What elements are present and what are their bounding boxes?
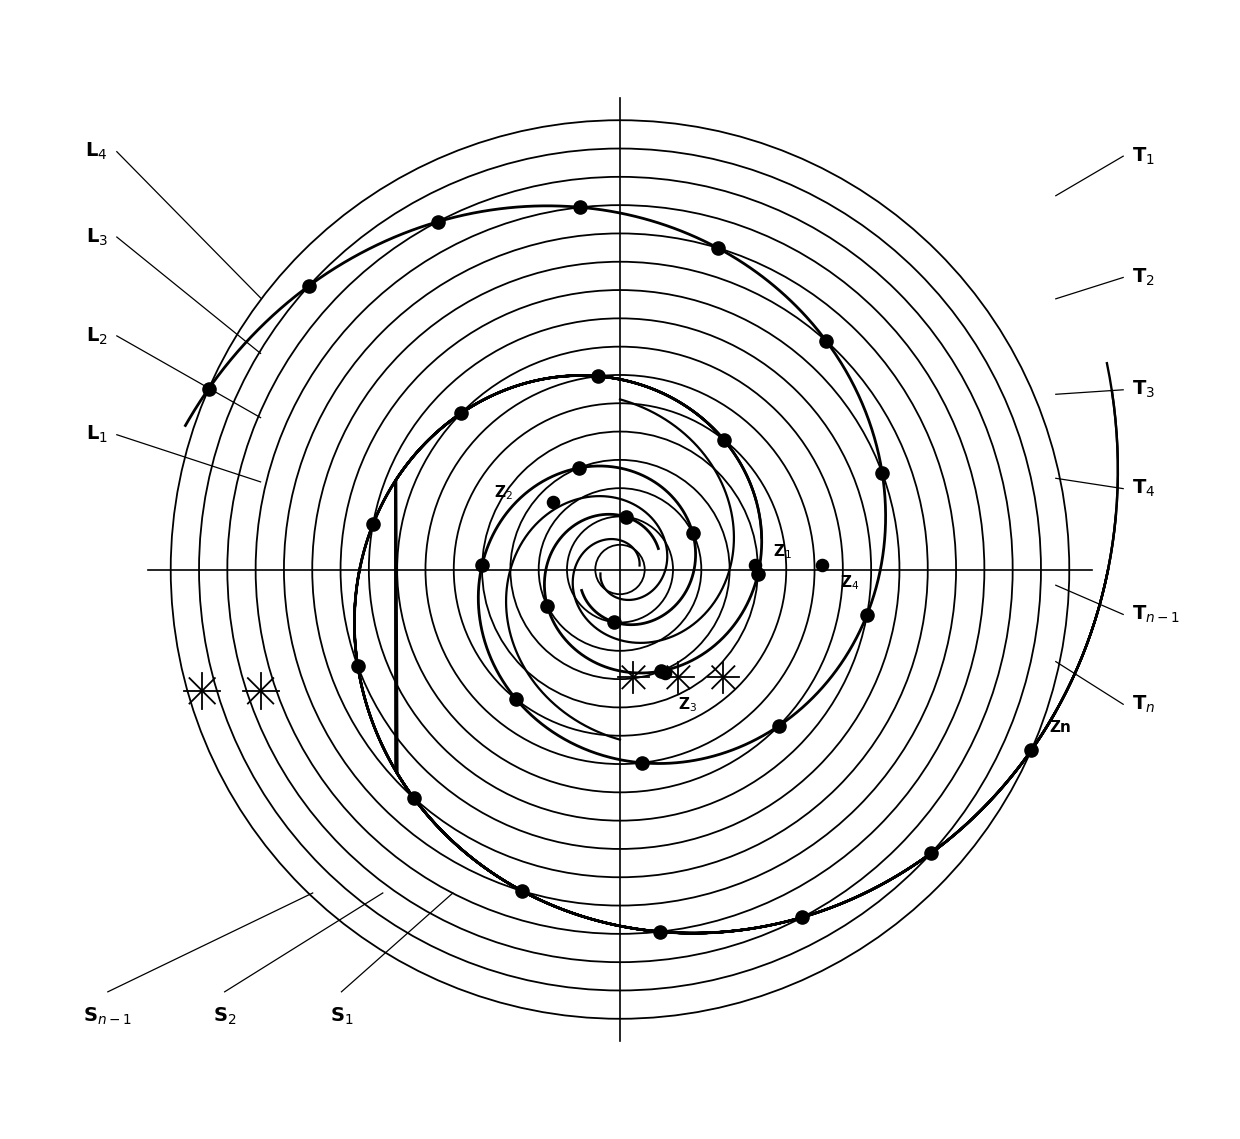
Point [569, 459, 589, 477]
Text: Z$_1$: Z$_1$ [773, 542, 791, 560]
Point [683, 524, 703, 542]
Text: T$_3$: T$_3$ [1132, 379, 1156, 401]
Text: L$_1$: L$_1$ [86, 424, 108, 445]
Point [745, 556, 765, 574]
Text: L$_2$: L$_2$ [86, 326, 108, 346]
Point [812, 556, 832, 574]
Text: T$_n$: T$_n$ [1132, 694, 1156, 715]
Point [655, 664, 675, 682]
Text: S$_2$: S$_2$ [213, 1006, 237, 1026]
Point [404, 788, 424, 806]
Text: T$_{n-1}$: T$_{n-1}$ [1132, 604, 1180, 625]
Text: S$_{n-1}$: S$_{n-1}$ [83, 1006, 133, 1026]
Text: Z$_4$: Z$_4$ [841, 574, 859, 592]
Point [506, 690, 526, 708]
Point [451, 404, 471, 423]
Text: Zn: Zn [1049, 720, 1071, 736]
Point [632, 754, 652, 772]
Text: L$_3$: L$_3$ [86, 227, 108, 247]
Point [299, 277, 319, 295]
Point [1022, 741, 1042, 760]
Text: Z$_2$: Z$_2$ [495, 484, 513, 502]
Point [615, 508, 635, 526]
Point [605, 613, 625, 631]
Point [348, 657, 368, 675]
Point [872, 464, 892, 482]
Point [512, 882, 532, 900]
Text: T$_4$: T$_4$ [1132, 478, 1156, 499]
Text: S$_1$: S$_1$ [330, 1006, 353, 1026]
Point [650, 923, 670, 941]
Point [792, 908, 812, 926]
Point [588, 367, 608, 385]
Point [714, 431, 734, 449]
Point [816, 333, 836, 351]
Point [651, 662, 671, 680]
Point [472, 556, 492, 574]
Text: T$_2$: T$_2$ [1132, 267, 1154, 288]
Point [198, 379, 218, 398]
Point [428, 213, 448, 231]
Point [570, 198, 590, 216]
Point [748, 565, 768, 583]
Text: L$_4$: L$_4$ [86, 141, 108, 163]
Point [708, 239, 728, 257]
Point [921, 844, 941, 862]
Point [543, 493, 563, 511]
Point [769, 716, 789, 735]
Text: T$_1$: T$_1$ [1132, 146, 1154, 166]
Text: Z$_3$: Z$_3$ [678, 695, 697, 714]
Point [363, 515, 383, 533]
Point [857, 606, 877, 624]
Point [537, 597, 557, 615]
